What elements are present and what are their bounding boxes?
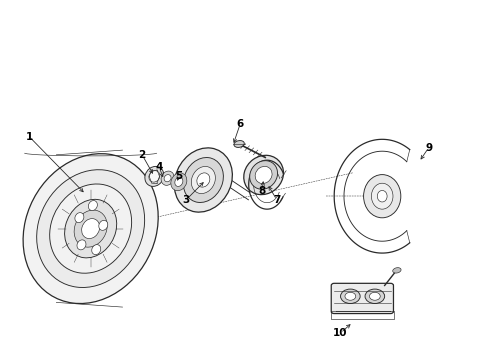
Ellipse shape <box>82 219 99 239</box>
Text: 6: 6 <box>237 119 244 129</box>
Ellipse shape <box>92 245 101 255</box>
Ellipse shape <box>161 171 174 185</box>
Ellipse shape <box>171 173 187 191</box>
Ellipse shape <box>341 289 360 303</box>
Ellipse shape <box>369 292 380 300</box>
Ellipse shape <box>364 175 401 218</box>
Text: 8: 8 <box>259 186 266 196</box>
FancyBboxPatch shape <box>331 283 393 314</box>
Ellipse shape <box>345 292 356 300</box>
Text: 2: 2 <box>139 150 146 160</box>
Text: 4: 4 <box>155 162 163 172</box>
Text: 7: 7 <box>273 195 281 205</box>
Text: 9: 9 <box>425 143 432 153</box>
Ellipse shape <box>371 183 393 209</box>
Text: 1: 1 <box>26 132 33 142</box>
Text: 3: 3 <box>183 195 190 205</box>
Ellipse shape <box>234 140 245 148</box>
Ellipse shape <box>145 166 164 186</box>
Text: 10: 10 <box>333 328 348 338</box>
Ellipse shape <box>255 166 272 184</box>
Ellipse shape <box>250 161 277 189</box>
Ellipse shape <box>99 220 108 230</box>
Ellipse shape <box>149 171 160 182</box>
Ellipse shape <box>377 190 387 202</box>
Ellipse shape <box>175 177 183 186</box>
Text: 5: 5 <box>175 171 182 181</box>
Ellipse shape <box>191 166 216 194</box>
Ellipse shape <box>197 173 210 187</box>
Ellipse shape <box>74 210 107 247</box>
Ellipse shape <box>77 240 86 250</box>
Ellipse shape <box>174 148 232 212</box>
Ellipse shape <box>244 155 284 195</box>
Ellipse shape <box>183 158 223 202</box>
Ellipse shape <box>164 175 171 182</box>
Ellipse shape <box>365 289 385 303</box>
Ellipse shape <box>37 170 145 288</box>
Ellipse shape <box>392 267 401 273</box>
Ellipse shape <box>23 154 158 303</box>
Ellipse shape <box>65 199 117 258</box>
Ellipse shape <box>49 184 132 273</box>
Ellipse shape <box>75 213 84 222</box>
Ellipse shape <box>88 201 98 211</box>
